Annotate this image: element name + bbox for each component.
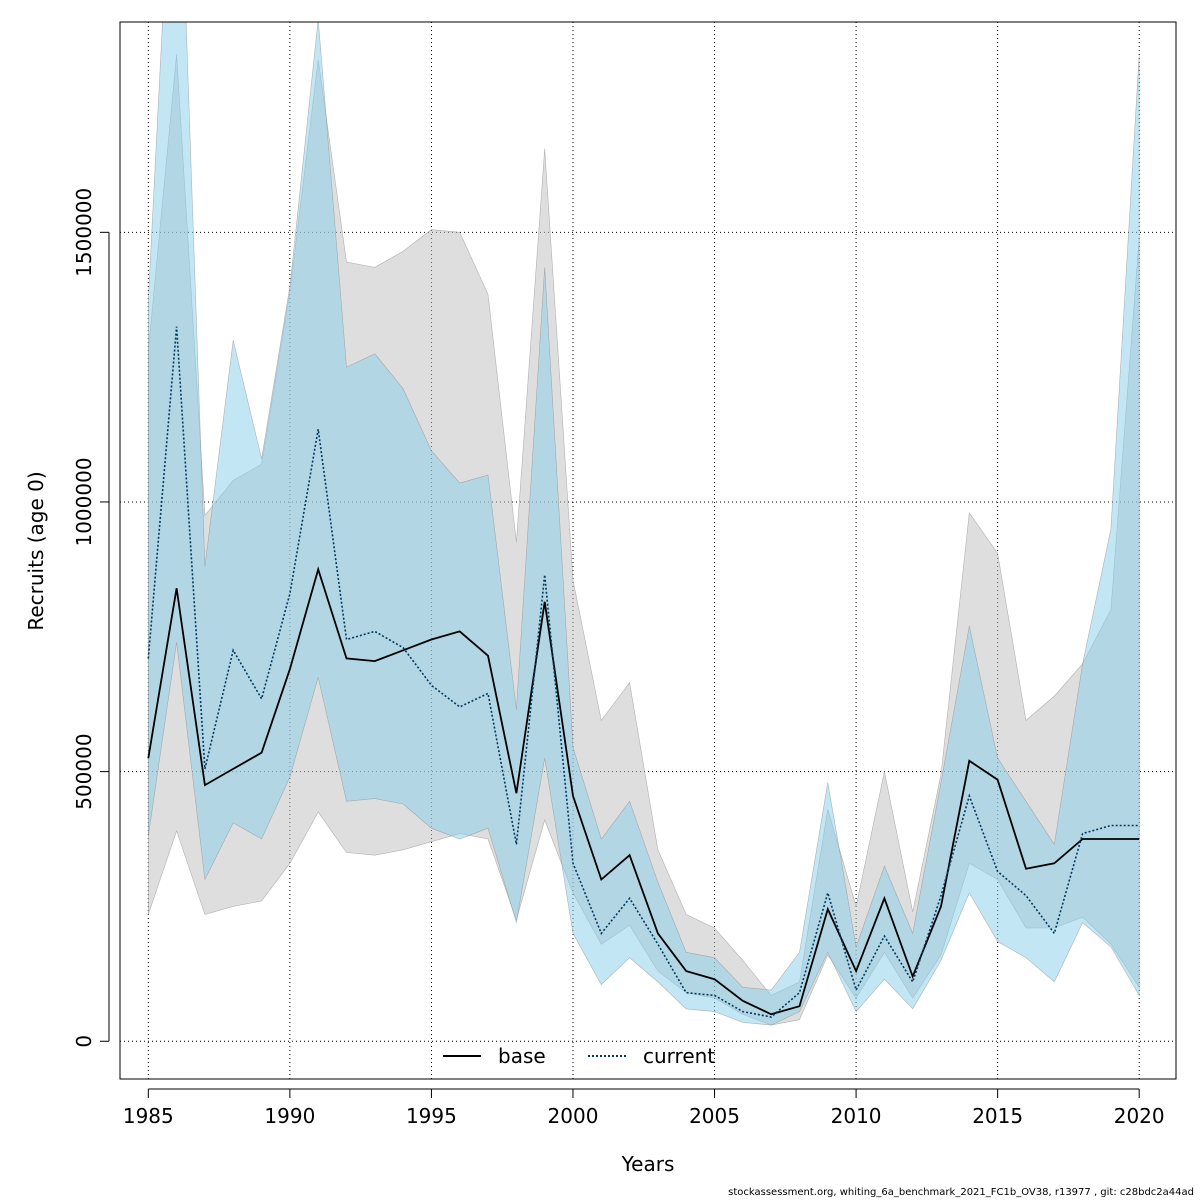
confidence-bands	[148, 22, 1140, 1026]
x-tick-label-2020: 2020	[1114, 1104, 1165, 1128]
y-tick-label-1500000: 1500000	[72, 188, 96, 277]
x-tick-label-2005: 2005	[689, 1104, 740, 1128]
line-base	[147, 566, 1140, 1016]
x-tick-label-2000: 2000	[548, 1104, 599, 1128]
y-tick-label-0: 0	[72, 1035, 96, 1048]
band-current	[148, 22, 1140, 1026]
legend: base current	[443, 1044, 715, 1068]
x-tick-label-2010: 2010	[831, 1104, 882, 1128]
x-tick-label-1985: 1985	[123, 1104, 174, 1128]
legend-label-base: base	[498, 1044, 546, 1068]
legend-label-current: current	[643, 1044, 715, 1068]
x-tick-label-1990: 1990	[264, 1104, 315, 1128]
x-tick-label-1995: 1995	[406, 1104, 457, 1128]
series-lines	[147, 326, 1140, 1018]
line-current	[147, 326, 1140, 1018]
x-tick-label-2015: 2015	[972, 1104, 1023, 1128]
axes: 1985 1990 1995 2000 2005 2010 2015 2020 0 500000 1…	[72, 188, 1165, 1128]
y-tick-label-500000: 500000	[72, 733, 96, 809]
plot-frame	[119, 21, 1177, 1080]
x-axis-title: Years	[621, 1152, 675, 1176]
footer-source-text: stockassessment.org, whiting_6a_benchmar…	[728, 1187, 1194, 1198]
y-axis-title: Recruits (age 0)	[24, 471, 48, 630]
y-tick-label-1000000: 1000000	[72, 457, 96, 546]
